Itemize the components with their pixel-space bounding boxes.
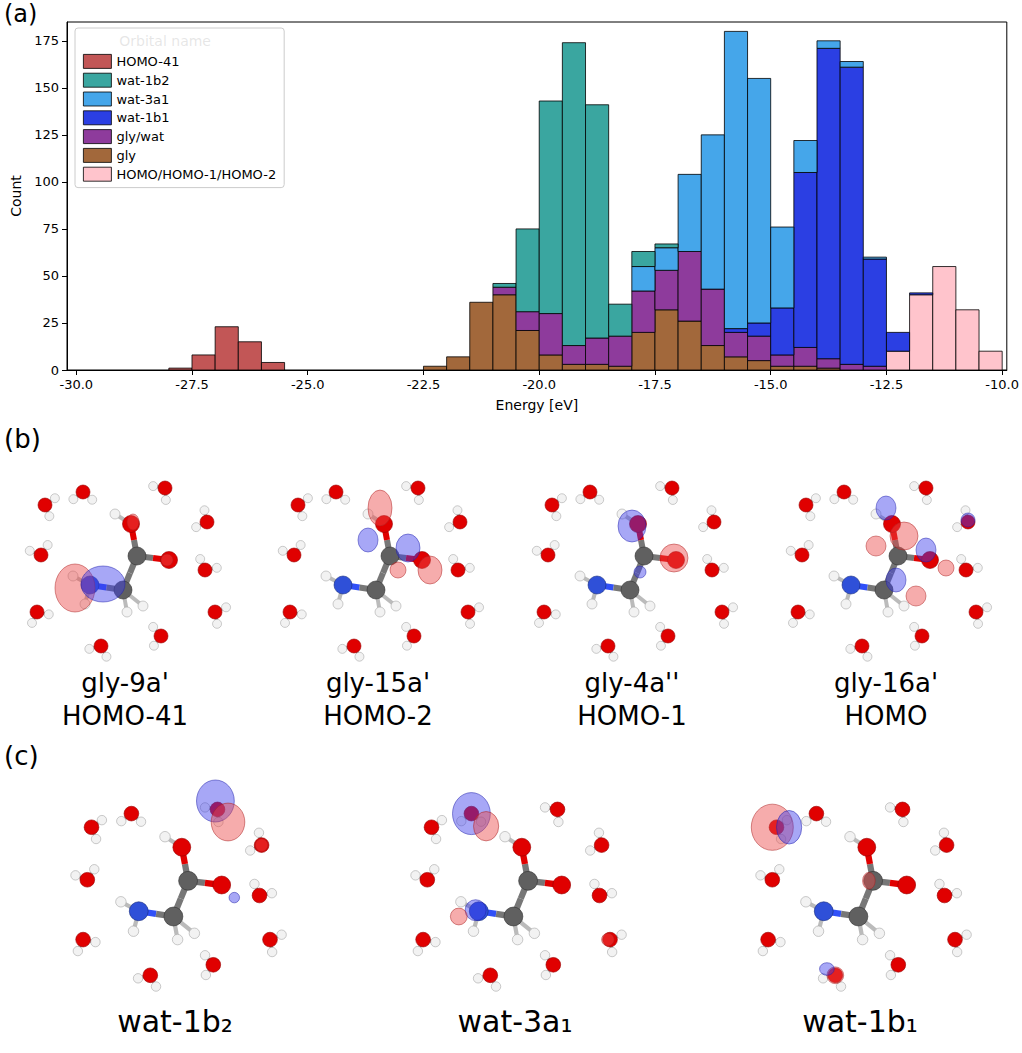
- svg-text:HOMO-41: HOMO-41: [116, 54, 179, 69]
- svg-text:-12.5: -12.5: [870, 377, 904, 392]
- svg-text:HOMO-41: HOMO-41: [62, 701, 188, 731]
- svg-text:-15.0: -15.0: [754, 377, 788, 392]
- svg-text:-22.5: -22.5: [407, 377, 441, 392]
- svg-text:wat-3a₁: wat-3a₁: [457, 1004, 572, 1039]
- svg-text:(b): (b): [4, 424, 41, 454]
- svg-text:Energy [eV]: Energy [eV]: [496, 397, 579, 413]
- svg-text:wat-1b₁: wat-1b₁: [802, 1004, 918, 1039]
- svg-text:175: 175: [34, 33, 59, 48]
- svg-text:gly-4a'': gly-4a'': [585, 668, 680, 698]
- svg-text:(a): (a): [4, 0, 37, 28]
- svg-text:wat-1b₂: wat-1b₂: [117, 1004, 233, 1039]
- svg-text:gly-9a': gly-9a': [81, 668, 169, 698]
- svg-text:gly/wat: gly/wat: [116, 129, 164, 144]
- svg-text:HOMO-1: HOMO-1: [577, 701, 687, 731]
- svg-text:HOMO/HOMO-1/HOMO-2: HOMO/HOMO-1/HOMO-2: [116, 167, 276, 182]
- svg-text:Count: Count: [8, 175, 24, 217]
- svg-text:wat-3a1: wat-3a1: [116, 92, 169, 107]
- svg-text:gly: gly: [116, 148, 136, 163]
- svg-text:HOMO-2: HOMO-2: [323, 701, 433, 731]
- svg-text:-17.5: -17.5: [638, 377, 672, 392]
- svg-text:-30.0: -30.0: [59, 377, 93, 392]
- svg-text:-20.0: -20.0: [522, 377, 556, 392]
- svg-text:100: 100: [34, 174, 59, 189]
- svg-text:125: 125: [34, 127, 59, 142]
- svg-text:75: 75: [42, 221, 59, 236]
- svg-text:gly-16a': gly-16a': [834, 668, 938, 698]
- svg-text:-10.0: -10.0: [985, 377, 1019, 392]
- svg-text:HOMO: HOMO: [845, 701, 928, 731]
- svg-text:wat-1b2: wat-1b2: [116, 73, 169, 88]
- svg-text:150: 150: [34, 80, 59, 95]
- svg-text:-27.5: -27.5: [175, 377, 209, 392]
- svg-text:50: 50: [42, 268, 59, 283]
- svg-text:25: 25: [42, 315, 59, 330]
- svg-text:(c): (c): [4, 741, 39, 771]
- svg-text:0: 0: [51, 363, 59, 378]
- svg-text:gly-15a': gly-15a': [326, 668, 430, 698]
- svg-text:wat-1b1: wat-1b1: [116, 110, 169, 125]
- svg-text:-25.0: -25.0: [291, 377, 325, 392]
